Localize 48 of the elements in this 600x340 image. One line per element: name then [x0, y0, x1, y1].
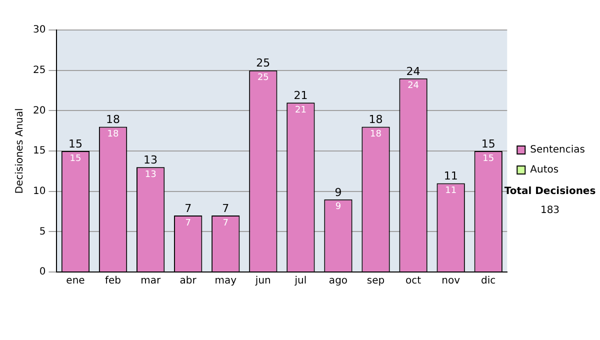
x-tick-label: abr	[180, 276, 198, 287]
x-tick-label: dic	[481, 276, 496, 287]
data-label: 15	[70, 154, 82, 164]
data-label: 7	[185, 218, 191, 228]
data-label: 24	[408, 81, 420, 92]
total-label: 18	[106, 113, 120, 126]
y-tick-label: 30	[32, 24, 46, 36]
y-tick-label: 25	[32, 64, 46, 76]
x-tick-label: jun	[254, 276, 271, 287]
y-tick-label: 0	[39, 266, 46, 278]
data-label: 13	[144, 170, 156, 180]
x-tick-label: mar	[140, 276, 162, 287]
x-tick-label: feb	[105, 276, 122, 287]
data-label: 18	[107, 130, 120, 140]
data-label: 18	[370, 130, 382, 140]
total-label: 18	[368, 113, 383, 126]
total-label: 11	[444, 170, 458, 183]
legend-label: Sentencias	[530, 144, 586, 156]
data-label: 11	[445, 186, 457, 196]
text: 183	[539, 205, 561, 216]
y-axis-title: Decisiones Anual	[14, 108, 26, 194]
x-tick-label: ene	[66, 276, 85, 287]
x-tick-label: nov	[442, 276, 460, 287]
data-label: 25	[257, 73, 269, 84]
x-tick-label: oct	[406, 276, 422, 287]
x-tick-label: may	[214, 276, 237, 287]
total-label: 21	[294, 88, 308, 102]
total-label: 7	[222, 202, 230, 215]
y-tick-label: 15	[32, 146, 46, 157]
total-label: 9	[334, 186, 342, 199]
total-label: 13	[144, 153, 158, 166]
total-label: 25	[256, 56, 270, 70]
data-label: 7	[222, 218, 228, 228]
total-label: 15	[68, 137, 82, 150]
y-tick-label: 5	[39, 226, 46, 238]
annotation: Total Decisiones	[503, 186, 597, 197]
total-label: 15	[481, 137, 496, 150]
total-label: 7	[184, 202, 192, 215]
total-label: 24	[406, 64, 420, 78]
data-label: 9	[335, 202, 342, 212]
x-tick-label: jul	[294, 276, 307, 287]
y-tick-label: 20	[32, 105, 46, 116]
legend-label: Autos	[530, 164, 559, 176]
data-label: 15	[482, 154, 494, 164]
y-tick-label: 10	[32, 186, 46, 197]
data-label: 21	[294, 105, 306, 116]
x-tick-label: sep	[366, 276, 385, 287]
x-tick-label: ago	[328, 276, 348, 287]
